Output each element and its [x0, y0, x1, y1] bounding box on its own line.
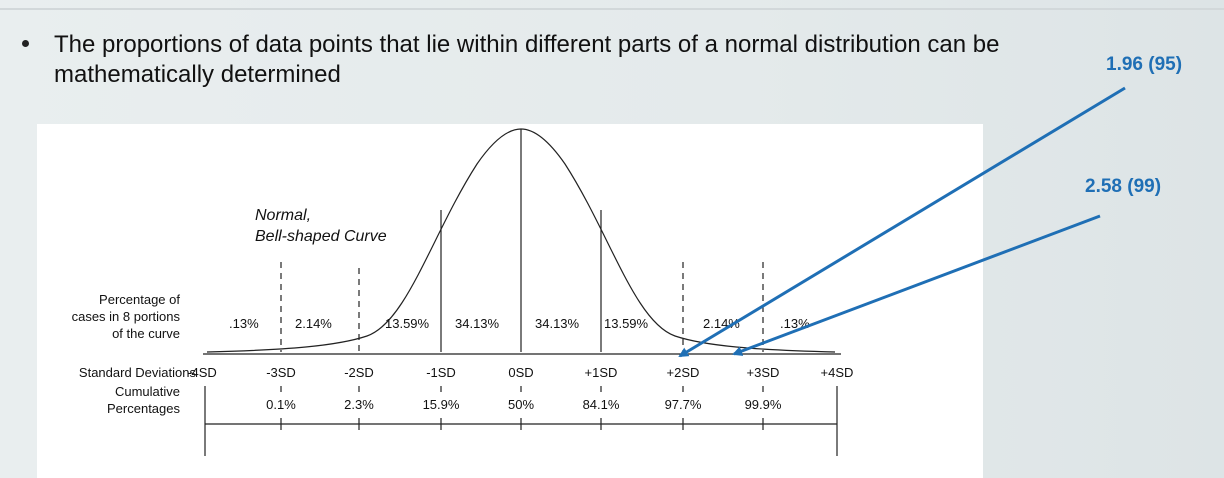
- bullet-text: The proportions of data points that lie …: [54, 30, 1094, 90]
- portion-label: 13.59%: [385, 316, 430, 331]
- percentage-label-line-2: cases in 8 portions: [72, 309, 181, 324]
- cumulative-value: 99.9%: [745, 397, 782, 412]
- portion-label: 2.14%: [295, 316, 332, 331]
- sd-tick-label: +2SD: [667, 365, 700, 380]
- portion-label: 34.13%: [455, 316, 500, 331]
- portion-label: 34.13%: [535, 316, 580, 331]
- cumulative-label-line-2: Percentages: [107, 401, 180, 416]
- sd-row-label: Standard Deviations: [79, 365, 197, 380]
- bullet-text-line-2: mathematically determined: [54, 61, 341, 88]
- curve-label-line-2: Bell-shaped Curve: [255, 228, 387, 245]
- cumulative-value: 2.3%: [344, 397, 374, 412]
- percentage-label-line-1: Percentage of: [99, 292, 180, 307]
- cumulative-ticks: [280, 386, 764, 430]
- callout-2-58: 2.58 (99): [1085, 176, 1162, 197]
- sd-tick-label: -3SD: [266, 365, 296, 380]
- cumulative-value: 84.1%: [583, 397, 620, 412]
- bullet-dot-icon: [22, 40, 29, 47]
- sd-tick-label: +4SD: [821, 365, 854, 380]
- bullet-text-line-1: The proportions of data points that lie …: [54, 31, 1000, 58]
- portion-label: 13.59%: [604, 316, 649, 331]
- sd-tick-label: 0SD: [508, 365, 533, 380]
- portion-label: .13%: [229, 316, 259, 331]
- cumulative-value: 97.7%: [665, 397, 702, 412]
- sd-tick-label: +1SD: [585, 365, 618, 380]
- top-divider: [0, 8, 1224, 10]
- cumulative-value: 50%: [508, 397, 534, 412]
- callout-1-96: 1.96 (95): [1106, 54, 1183, 75]
- normal-distribution-figure: Normal, Bell-shaped Curve Percentage of …: [37, 124, 983, 478]
- curve-label-line-1: Normal,: [255, 207, 311, 224]
- sd-tick-label: -2SD: [344, 365, 374, 380]
- portion-label: .13%: [780, 316, 810, 331]
- cumulative-label-line-1: Cumulative: [115, 384, 180, 399]
- cumulative-value: 15.9%: [423, 397, 460, 412]
- sd-tick-label: -1SD: [426, 365, 456, 380]
- cumulative-value: 0.1%: [266, 397, 296, 412]
- sd-tick-label: -4SD: [187, 365, 217, 380]
- percentage-label-line-3: of the curve: [112, 326, 180, 341]
- sd-tick-label: +3SD: [747, 365, 780, 380]
- normal-curve-diagram: Normal, Bell-shaped Curve Percentage of …: [72, 128, 854, 456]
- portion-label: 2.14%: [703, 316, 740, 331]
